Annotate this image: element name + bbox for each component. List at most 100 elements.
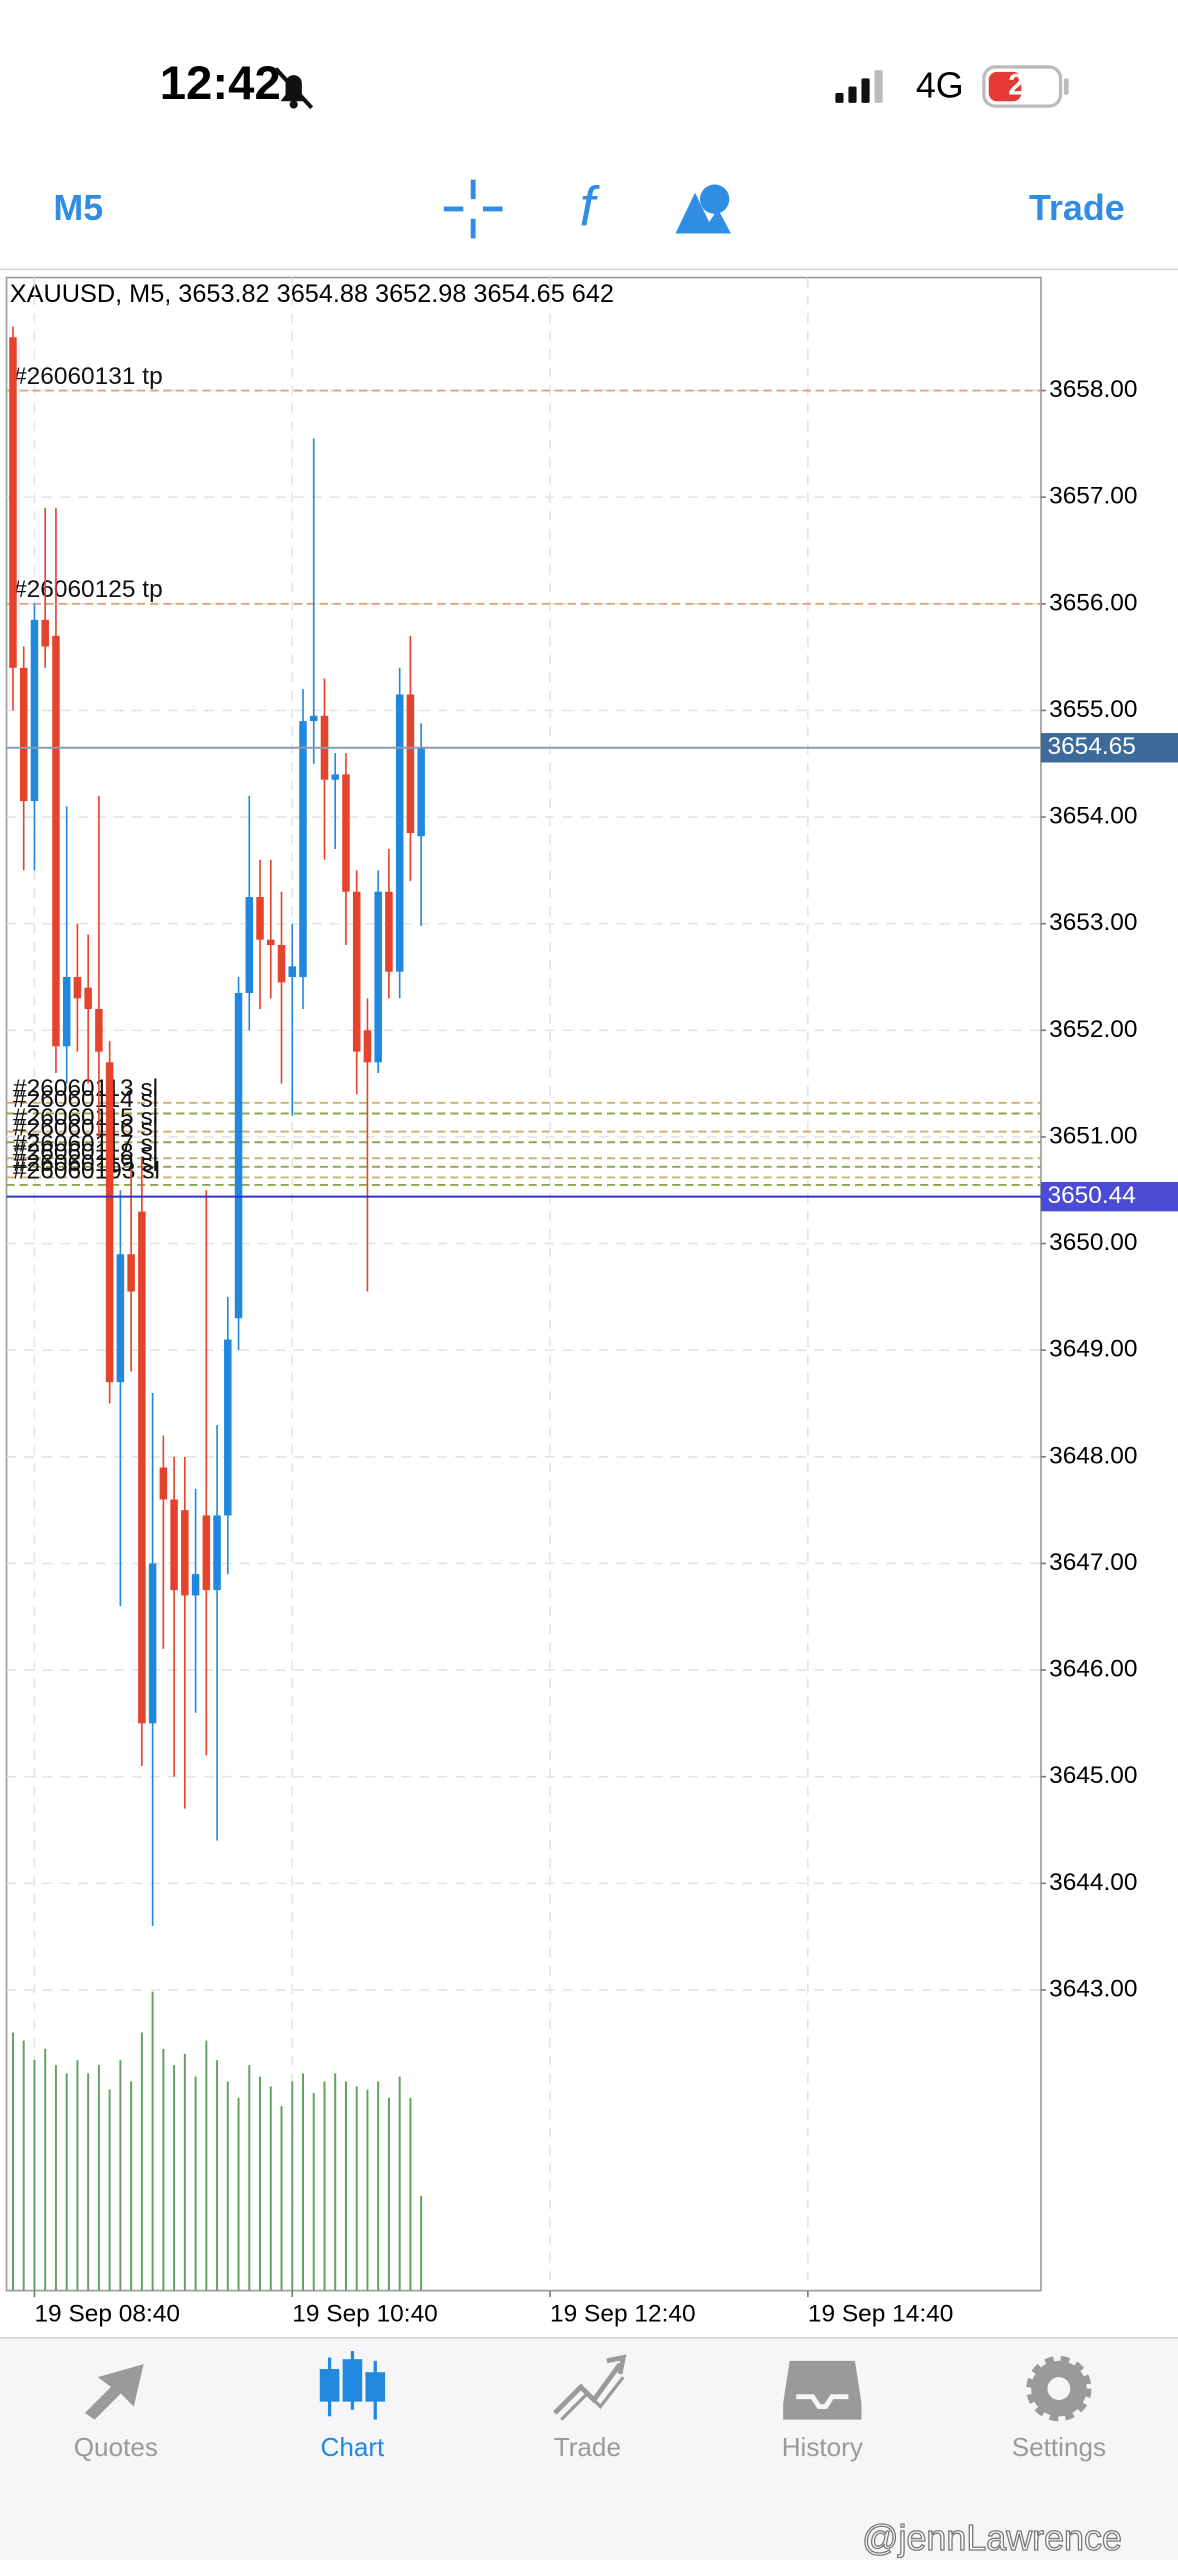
- order-label: #26060116 sl: [13, 1115, 158, 1142]
- candle-body: [395, 694, 404, 972]
- y-tick-label: 3658.00: [1049, 376, 1137, 403]
- volume-bar: [226, 2081, 229, 2291]
- signal-icon: [835, 70, 883, 103]
- volume-bar: [216, 2060, 219, 2291]
- candle-body: [127, 1254, 135, 1292]
- volume-bar: [377, 2081, 380, 2291]
- trade-button[interactable]: Trade: [1029, 188, 1125, 228]
- candle-body: [245, 897, 254, 993]
- candle-body: [213, 1515, 221, 1591]
- trade-icon: [553, 2354, 627, 2421]
- y-tick-label: 3649.00: [1049, 1336, 1137, 1363]
- tab-label[interactable]: Trade: [554, 2432, 621, 2462]
- candle-body: [73, 977, 82, 999]
- volume-bar: [183, 2053, 186, 2291]
- crosshair-button[interactable]: [443, 179, 503, 239]
- volume-bar: [130, 2081, 133, 2291]
- tab-label[interactable]: Settings: [1012, 2432, 1106, 2462]
- candle-body: [116, 1254, 125, 1383]
- y-tick-label: 3643.00: [1049, 1975, 1137, 2002]
- candle-body: [331, 774, 339, 780]
- volume-bar: [33, 2060, 36, 2291]
- candle-body: [267, 939, 275, 946]
- volume-bar: [312, 2092, 315, 2291]
- volume-bar: [162, 2048, 165, 2291]
- volume-bar: [44, 2048, 47, 2291]
- candle-body: [148, 1563, 157, 1724]
- order-label: #26060119 sl: [13, 1150, 158, 1177]
- volume-bar: [65, 2073, 68, 2291]
- y-tick-label: 3653.00: [1049, 909, 1137, 936]
- y-tick-label: 3657.00: [1049, 483, 1137, 510]
- order-label: #26060115 sl: [13, 1104, 158, 1131]
- settings-icon: [1026, 2355, 1092, 2422]
- volume-bar: [108, 2089, 111, 2291]
- candle-body: [277, 945, 286, 983]
- candle-body: [256, 897, 264, 940]
- y-tick-label: 3654.00: [1049, 803, 1137, 830]
- chart: XAUUSD, M5, 3653.82 3654.88 3652.98 3654…: [5, 276, 1178, 2328]
- candle-body: [84, 987, 92, 1009]
- history-icon: [783, 2360, 862, 2420]
- tab-label[interactable]: Quotes: [74, 2432, 158, 2462]
- order-label: #26060131 tp: [13, 363, 163, 390]
- timeframe-button[interactable]: M5: [53, 188, 103, 228]
- candle-body: [170, 1499, 178, 1591]
- candle-body: [352, 891, 361, 1052]
- indicators-button[interactable]: f: [580, 175, 601, 237]
- y-tick-label: 3648.00: [1049, 1442, 1137, 1469]
- volume-bar: [323, 2081, 326, 2291]
- candle-body: [52, 635, 60, 1047]
- price-tag: [1040, 733, 1178, 763]
- x-tick-label: 19 Sep 12:40: [550, 2301, 696, 2328]
- candle-body: [417, 747, 425, 837]
- chart-icon: [319, 2351, 386, 2420]
- tab-label[interactable]: Chart: [321, 2432, 386, 2462]
- price-tag-label: 3650.44: [1047, 1182, 1135, 1209]
- volume-bar: [420, 2195, 423, 2291]
- volume-bar: [119, 2060, 122, 2291]
- volume-bar: [302, 2073, 304, 2291]
- order-label: #26060118 sl: [13, 1139, 158, 1166]
- tab-bar: [0, 2337, 1178, 2560]
- network-label: 4G: [916, 66, 964, 106]
- candle-body: [41, 619, 49, 647]
- volume-bar: [355, 2086, 358, 2291]
- volume-bar: [194, 2076, 197, 2291]
- volume-bar: [409, 2097, 412, 2291]
- tab-label[interactable]: History: [782, 2432, 863, 2462]
- order-label: #26060113 sl: [13, 1075, 158, 1102]
- candle-body: [62, 977, 71, 1047]
- volume-bar: [248, 2065, 251, 2291]
- x-tick-label: 19 Sep 08:40: [34, 2301, 180, 2328]
- volume-bar: [151, 1991, 154, 2291]
- volume-bar: [140, 2032, 143, 2291]
- x-tick-label: 19 Sep 10:40: [292, 2301, 438, 2328]
- volume-bar: [54, 2065, 57, 2291]
- candle-body: [30, 619, 39, 802]
- candle-body: [385, 891, 393, 972]
- x-tick-label: 19 Sep 14:40: [808, 2301, 954, 2328]
- volume-bar: [366, 2089, 369, 2291]
- y-tick-label: 3650.00: [1049, 1229, 1137, 1256]
- candle-body: [191, 1574, 200, 1596]
- order-label: #26060114 sl: [13, 1086, 158, 1113]
- battery-icon: [982, 65, 1069, 108]
- volume-bar: [398, 2076, 401, 2291]
- price-tag-label: 3654.65: [1047, 733, 1135, 760]
- y-tick-label: 3646.00: [1049, 1656, 1137, 1683]
- volume-bar: [97, 2065, 100, 2291]
- chart-frame: [5, 276, 1042, 2292]
- battery-label: 20: [1008, 68, 1041, 101]
- volume-bar: [237, 2097, 240, 2291]
- y-tick-label: 3652.00: [1049, 1016, 1137, 1043]
- candle-body: [138, 1211, 146, 1724]
- volume-bar: [76, 2060, 79, 2291]
- candle-body: [19, 667, 28, 802]
- volume-bar: [291, 2081, 294, 2291]
- volume-bar: [334, 2073, 337, 2291]
- objects-button[interactable]: [675, 184, 731, 234]
- candle-body: [224, 1339, 232, 1516]
- chart-title: XAUUSD, M5, 3653.82 3654.88 3652.98 3654…: [10, 280, 614, 308]
